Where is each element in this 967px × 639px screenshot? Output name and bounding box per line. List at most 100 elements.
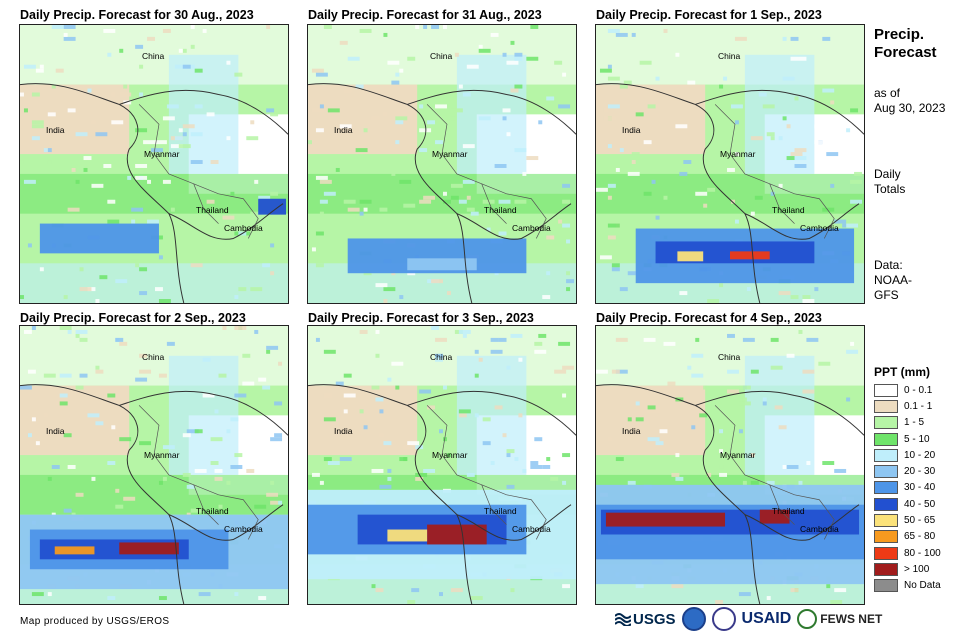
label-india: India bbox=[334, 426, 353, 436]
legend: 0 - 0.1 0.1 - 1 1 - 5 5 - 10 10 - 20 20 - 30 3… bbox=[874, 382, 964, 594]
usaid-logo: USAID bbox=[742, 610, 792, 628]
legend-label: 20 - 30 bbox=[904, 466, 936, 478]
legend-item: 80 - 100 bbox=[874, 545, 964, 561]
legend-item: No Data bbox=[874, 578, 964, 594]
label-china: China bbox=[430, 51, 453, 61]
as-of-line2: Aug 30, 2023 bbox=[874, 101, 946, 115]
side-title-line2: Forecast bbox=[874, 44, 937, 61]
label-china: China bbox=[718, 352, 741, 362]
as-of-line1: as of bbox=[874, 86, 901, 100]
map-panel-2: China India Myanmar Thailand Cambodia bbox=[307, 24, 577, 304]
legend-item: 40 - 50 bbox=[874, 496, 964, 512]
legend-item: 50 - 65 bbox=[874, 512, 964, 528]
precip-map bbox=[596, 326, 864, 604]
panel-title-5: Daily Precip. Forecast for 3 Sep., 2023 bbox=[308, 311, 534, 325]
legend-label: 40 - 50 bbox=[904, 498, 936, 510]
legend-label: 30 - 40 bbox=[904, 482, 936, 494]
label-india: India bbox=[622, 125, 641, 135]
label-china: China bbox=[142, 51, 165, 61]
label-cambodia: Cambodia bbox=[800, 223, 839, 233]
label-china: China bbox=[142, 352, 165, 362]
precip-map bbox=[308, 25, 576, 303]
label-myanmar: Myanmar bbox=[432, 149, 468, 159]
legend-swatch bbox=[874, 530, 898, 544]
label-myanmar: Myanmar bbox=[144, 149, 180, 159]
label-india: India bbox=[622, 426, 641, 436]
legend-swatch bbox=[874, 481, 898, 495]
legend-swatch bbox=[874, 448, 898, 462]
fews-net-text: FEWS NET bbox=[820, 612, 883, 626]
map-panel-4: China India Myanmar Thailand Cambodia bbox=[19, 325, 289, 605]
legend-label: 80 - 100 bbox=[904, 547, 941, 559]
label-india: India bbox=[46, 125, 65, 135]
fews-net-logo: FEWS NET bbox=[797, 609, 882, 629]
label-india: India bbox=[334, 125, 353, 135]
as-of-text: as of Aug 30, 2023 bbox=[874, 86, 959, 116]
precip-map bbox=[596, 25, 864, 303]
daily-line2: Totals bbox=[874, 182, 906, 196]
usgs-logo-text: USGS bbox=[633, 610, 676, 628]
legend-label: 10 - 20 bbox=[904, 449, 936, 461]
legend-swatch bbox=[874, 416, 898, 430]
legend-label: 0.1 - 1 bbox=[904, 400, 933, 412]
legend-item: 65 - 80 bbox=[874, 529, 964, 545]
side-title-line1: Precip. bbox=[874, 26, 925, 43]
label-thailand: Thailand bbox=[484, 506, 517, 516]
legend-swatch bbox=[874, 579, 898, 593]
legend-label: > 100 bbox=[904, 563, 930, 575]
label-cambodia: Cambodia bbox=[512, 223, 551, 233]
legend-label: No Data bbox=[904, 580, 941, 592]
label-cambodia: Cambodia bbox=[224, 223, 263, 233]
label-cambodia: Cambodia bbox=[512, 524, 551, 534]
data-line2: NOAA- bbox=[874, 273, 913, 287]
label-myanmar: Myanmar bbox=[720, 149, 756, 159]
legend-item: 5 - 10 bbox=[874, 431, 964, 447]
fews-leaf-icon bbox=[797, 609, 818, 629]
legend-item: 10 - 20 bbox=[874, 447, 964, 463]
panel-title-1: Daily Precip. Forecast for 30 Aug., 2023 bbox=[20, 8, 254, 22]
legend-label: 65 - 80 bbox=[904, 531, 936, 543]
legend-swatch bbox=[874, 514, 898, 528]
map-panel-3: China India Myanmar Thailand Cambodia bbox=[595, 24, 865, 304]
side-title: Precip. Forecast bbox=[874, 26, 954, 62]
usgs-logo: USGS bbox=[615, 611, 676, 628]
precip-map bbox=[308, 326, 576, 604]
usgs-wave-icon bbox=[615, 613, 631, 626]
label-china: China bbox=[718, 51, 741, 61]
map-panel-6: China India Myanmar Thailand Cambodia bbox=[595, 325, 865, 605]
legend-swatch bbox=[874, 383, 898, 397]
map-panel-5: China India Myanmar Thailand Cambodia bbox=[307, 325, 577, 605]
precip-map bbox=[20, 326, 288, 604]
state-seal-icon bbox=[711, 607, 736, 631]
data-line1: Data: bbox=[874, 258, 903, 272]
noaa-seal-icon bbox=[681, 607, 706, 631]
legend-swatch bbox=[874, 562, 898, 576]
legend-title: PPT (mm) bbox=[874, 365, 931, 379]
precip-map bbox=[20, 25, 288, 303]
legend-label: 5 - 10 bbox=[904, 433, 930, 445]
legend-item: > 100 bbox=[874, 561, 964, 577]
daily-line1: Daily bbox=[874, 167, 901, 181]
label-thailand: Thailand bbox=[772, 506, 805, 516]
legend-swatch bbox=[874, 546, 898, 560]
label-thailand: Thailand bbox=[196, 506, 229, 516]
legend-label: 1 - 5 bbox=[904, 417, 925, 429]
legend-label: 0 - 0.1 bbox=[904, 384, 933, 396]
label-cambodia: Cambodia bbox=[224, 524, 263, 534]
label-cambodia: Cambodia bbox=[800, 524, 839, 534]
label-thailand: Thailand bbox=[196, 205, 229, 215]
legend-swatch bbox=[874, 497, 898, 511]
legend-swatch bbox=[874, 399, 898, 413]
daily-totals-text: Daily Totals bbox=[874, 167, 959, 197]
partner-logos: USGS USAID FEWS NET bbox=[615, 605, 882, 633]
label-myanmar: Myanmar bbox=[432, 450, 468, 460]
panel-title-4: Daily Precip. Forecast for 2 Sep., 2023 bbox=[20, 311, 246, 325]
usaid-logo-text: USAID bbox=[741, 610, 792, 627]
panel-title-2: Daily Precip. Forecast for 31 Aug., 2023 bbox=[308, 8, 542, 22]
label-china: China bbox=[430, 352, 453, 362]
panel-title-3: Daily Precip. Forecast for 1 Sep., 2023 bbox=[596, 8, 822, 22]
label-india: India bbox=[46, 426, 65, 436]
map-credit: Map produced by USGS/EROS bbox=[20, 616, 170, 627]
data-source-text: Data: NOAA- GFS bbox=[874, 258, 959, 303]
label-thailand: Thailand bbox=[772, 205, 805, 215]
